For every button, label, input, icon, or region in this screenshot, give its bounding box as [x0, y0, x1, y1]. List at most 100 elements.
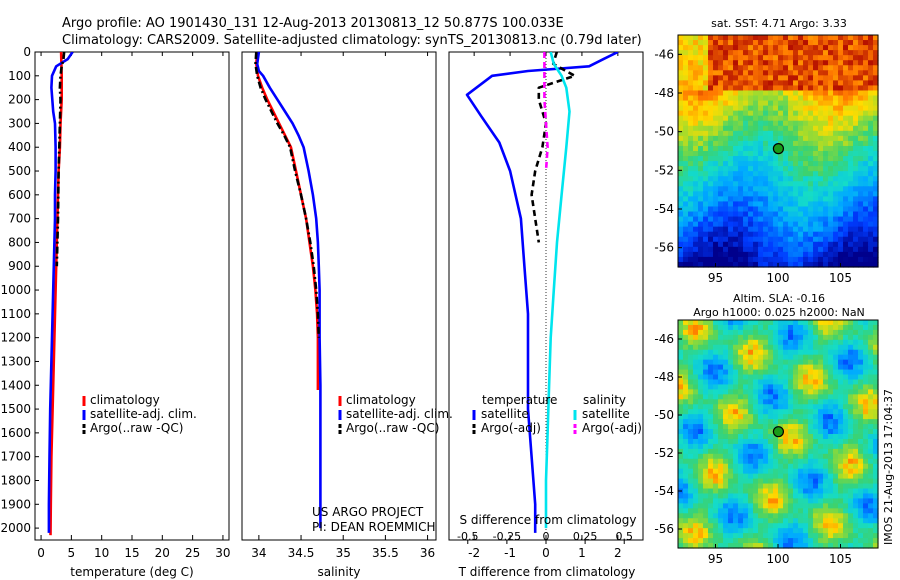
map-cell: [723, 429, 729, 435]
map-cell: [768, 354, 774, 361]
map-cell: [728, 65, 734, 71]
map-cell: [723, 140, 729, 147]
map-cell: [828, 473, 834, 480]
map-cell: [818, 424, 824, 430]
map-cell: [873, 508, 879, 514]
map-cell: [688, 463, 694, 470]
map-cell: [723, 171, 729, 177]
map-cell: [823, 458, 829, 465]
map-cell: [833, 424, 839, 430]
map-cell: [833, 166, 839, 172]
map-cell: [803, 221, 809, 228]
map-cell: [828, 85, 834, 92]
map-cell: [848, 45, 854, 51]
map-cell: [753, 55, 759, 61]
map-cell: [708, 473, 714, 480]
map-cell: [768, 349, 774, 356]
map-cell: [803, 414, 809, 420]
map-cell: [713, 354, 719, 361]
map-cell: [703, 438, 709, 445]
map-cell: [863, 528, 869, 534]
map-cell: [858, 384, 864, 390]
map-cell: [758, 523, 764, 529]
map-cell: [803, 503, 809, 509]
map-cell: [843, 389, 849, 395]
map-cell: [828, 369, 834, 376]
map-cell: [768, 359, 774, 366]
map-cell: [848, 334, 854, 341]
map-cell: [813, 221, 819, 228]
map-cell: [708, 110, 714, 117]
map-cell: [823, 324, 829, 331]
map-cell: [848, 463, 854, 470]
map-cell: [723, 45, 729, 51]
map-cell: [828, 483, 834, 490]
map-cell: [713, 231, 719, 238]
map-cell: [753, 414, 759, 420]
map-cell: [788, 100, 794, 107]
map-cell: [843, 448, 849, 455]
map-cell: [788, 216, 794, 223]
map-cell: [683, 394, 689, 400]
map-cell: [778, 468, 784, 475]
map-cell: [783, 110, 789, 117]
map-cell: [873, 468, 879, 475]
map-cell: [853, 166, 859, 172]
map-cell: [738, 70, 744, 76]
map-cell: [788, 186, 794, 192]
map-cell: [743, 115, 749, 122]
map-cell: [843, 324, 849, 331]
map-cell: [713, 70, 719, 76]
map-cell: [698, 226, 704, 233]
map-cell: [693, 90, 699, 97]
map-cell: [693, 394, 699, 400]
map-cell: [863, 473, 869, 480]
map-cell: [753, 226, 759, 233]
map-cell: [813, 478, 819, 485]
map-cell: [708, 443, 714, 450]
map-cell: [693, 216, 699, 223]
map-cell: [823, 65, 829, 71]
map-cell: [738, 35, 744, 41]
map-cell: [808, 55, 814, 61]
map-cell: [773, 181, 779, 187]
map-cell: [743, 110, 749, 117]
map-cell: [863, 256, 869, 263]
map-cell: [713, 389, 719, 395]
map-cell: [843, 55, 849, 61]
map-cell: [683, 324, 689, 331]
map-cell: [698, 463, 704, 470]
map-cell: [703, 140, 709, 147]
map-cell: [863, 90, 869, 97]
map-cell: [863, 176, 869, 182]
map-cell: [763, 140, 769, 147]
map-cell: [828, 236, 834, 243]
map-cell: [688, 518, 694, 524]
map-cell: [868, 181, 874, 187]
map-cell: [853, 256, 859, 263]
map-cell: [853, 236, 859, 243]
map-cell: [693, 211, 699, 218]
map-cell: [843, 538, 849, 544]
map-cell: [718, 324, 724, 331]
map-cell: [783, 384, 789, 390]
map-cell: [858, 100, 864, 107]
map-cell: [748, 145, 754, 152]
map-cell: [688, 176, 694, 182]
map-cell: [743, 448, 749, 455]
map-cell: [783, 241, 789, 248]
map-cell: [698, 320, 704, 326]
map-cell: [863, 354, 869, 361]
map-cell: [833, 468, 839, 475]
lon-tick-label: 105: [829, 552, 852, 566]
map-cell: [728, 404, 734, 410]
map-cell: [748, 324, 754, 331]
map-cell: [708, 498, 714, 504]
map-cell: [813, 35, 819, 41]
map-cell: [848, 90, 854, 97]
map-cell: [873, 478, 879, 485]
map-cell: [838, 488, 844, 495]
map-cell: [858, 463, 864, 470]
map-cell: [738, 508, 744, 514]
map-cell: [723, 364, 729, 371]
